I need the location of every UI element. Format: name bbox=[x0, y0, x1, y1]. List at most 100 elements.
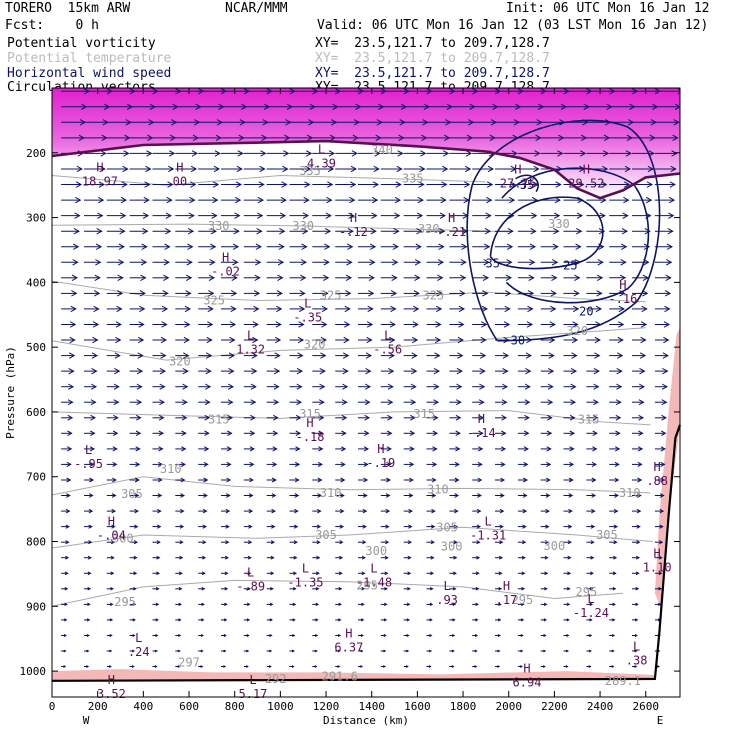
vector-head-486 bbox=[662, 352, 669, 359]
vector-head-436 bbox=[137, 336, 145, 344]
vector-head-992 bbox=[497, 649, 501, 653]
pv-extremum-15-value: -.95 bbox=[74, 457, 103, 471]
theta-label-27: 300 bbox=[441, 540, 463, 554]
vector-head-218 bbox=[97, 212, 104, 219]
vector-head-362 bbox=[299, 290, 306, 297]
pv-extremum-20-type: L bbox=[247, 565, 254, 579]
vector-head-394 bbox=[413, 305, 420, 313]
vector-head-942 bbox=[589, 618, 593, 622]
vector-head-1024 bbox=[611, 665, 615, 668]
vector-head-508 bbox=[547, 367, 555, 375]
vector-head-611 bbox=[432, 430, 439, 437]
vector-head-516 bbox=[113, 383, 120, 390]
vector-head-152 bbox=[442, 165, 449, 173]
vector-head-288 bbox=[461, 243, 468, 250]
vector-head-810 bbox=[659, 540, 664, 545]
vector-head-101 bbox=[512, 134, 519, 142]
vector-head-1001 bbox=[86, 665, 90, 668]
vector-head-981 bbox=[246, 649, 250, 653]
vector-head-803 bbox=[499, 540, 504, 545]
pv-extremum-11-type: L bbox=[384, 328, 391, 342]
vector-head-884 bbox=[498, 587, 503, 591]
vector-head-706 bbox=[134, 493, 140, 498]
vector-head-691 bbox=[408, 477, 414, 483]
theta-label-16: 315 bbox=[578, 413, 600, 427]
vector-head-553 bbox=[341, 399, 348, 406]
vector-head-939 bbox=[520, 618, 525, 622]
theta-label-30: 295 bbox=[356, 579, 378, 593]
vector-head-422 bbox=[435, 321, 442, 328]
vector-head-354 bbox=[116, 290, 124, 297]
vector-head-868 bbox=[133, 587, 137, 591]
pv-extremum-25-type: L bbox=[587, 592, 594, 606]
vector-head-839 bbox=[87, 571, 92, 576]
vector-head-654 bbox=[180, 461, 186, 467]
vector-head-583 bbox=[410, 414, 416, 421]
pv-extremum-3-type: H bbox=[514, 163, 521, 177]
vector-head-439 bbox=[206, 336, 213, 344]
vector-head-610 bbox=[409, 430, 416, 437]
vector-head-869 bbox=[155, 587, 160, 591]
vector-head-444 bbox=[320, 336, 327, 344]
vector-head-493 bbox=[205, 367, 212, 375]
vector-head-1003 bbox=[131, 665, 135, 668]
vector-head-671 bbox=[569, 461, 575, 467]
vector-head-311 bbox=[369, 259, 376, 266]
vector-head-911 bbox=[498, 602, 502, 607]
vector-head-845 bbox=[224, 571, 229, 576]
vector-head-174 bbox=[327, 181, 334, 188]
vector-head-852 bbox=[384, 571, 389, 576]
theta-label-1: 335 bbox=[299, 164, 321, 178]
vector-head-986 bbox=[360, 649, 364, 653]
vector-head-618 bbox=[592, 430, 598, 437]
vector-head-473 bbox=[365, 352, 373, 359]
vector-head-214 bbox=[623, 196, 630, 204]
vector-head-736 bbox=[202, 508, 208, 514]
vector-head-982 bbox=[269, 649, 273, 653]
vector-head-743 bbox=[362, 508, 368, 514]
vector-head-428 bbox=[572, 321, 579, 328]
pv-extremum-14-type: H bbox=[377, 442, 384, 456]
vector-head-1022 bbox=[565, 665, 569, 668]
vector-head-1004 bbox=[154, 665, 158, 668]
vector-head-324 bbox=[666, 259, 673, 266]
vector-head-514 bbox=[68, 383, 75, 390]
vector-head-233 bbox=[439, 212, 447, 219]
vector-head-222 bbox=[188, 212, 195, 219]
vector-head-134 bbox=[648, 150, 655, 157]
vector-head-855 bbox=[453, 571, 457, 576]
vector-head-626 bbox=[158, 446, 164, 452]
vector-head-989 bbox=[428, 649, 433, 653]
vector-head-361 bbox=[276, 290, 283, 297]
vector-head-838 bbox=[64, 571, 69, 576]
plot-frame bbox=[51, 87, 681, 698]
vector-head-644 bbox=[569, 446, 575, 452]
vector-head-210 bbox=[531, 196, 539, 204]
pv-extremum-17-value: 1.10 bbox=[643, 561, 672, 575]
vector-head-798 bbox=[385, 540, 390, 545]
vector-head-622 bbox=[66, 446, 73, 452]
vector-head-373 bbox=[550, 290, 557, 297]
vector-head-894 bbox=[109, 602, 114, 607]
vector-head-313 bbox=[414, 259, 422, 266]
vector-head-466 bbox=[205, 352, 213, 359]
theta-label-9: 325 bbox=[423, 288, 445, 302]
vector-head-364 bbox=[345, 290, 352, 297]
vector-head-882 bbox=[452, 587, 457, 591]
vector-head-498 bbox=[319, 367, 326, 375]
vector-head-168 bbox=[190, 181, 197, 188]
vector-head-390 bbox=[321, 305, 329, 313]
vector-head-923 bbox=[155, 618, 159, 622]
vector-head-276 bbox=[187, 243, 194, 250]
vector-head-206 bbox=[440, 196, 447, 204]
vector-head-500 bbox=[365, 367, 372, 375]
vector-head-700 bbox=[614, 477, 620, 483]
vector-head-686 bbox=[294, 477, 300, 483]
vector-head-1020 bbox=[520, 665, 524, 668]
vector-head-693 bbox=[454, 477, 460, 483]
pv-extremum-26-type: H bbox=[345, 626, 352, 640]
pv-extremum-3-value: 27.75 bbox=[500, 177, 536, 191]
vector-head-669 bbox=[523, 461, 529, 467]
vector-head-620 bbox=[638, 430, 644, 437]
vector-head-641 bbox=[500, 446, 507, 452]
